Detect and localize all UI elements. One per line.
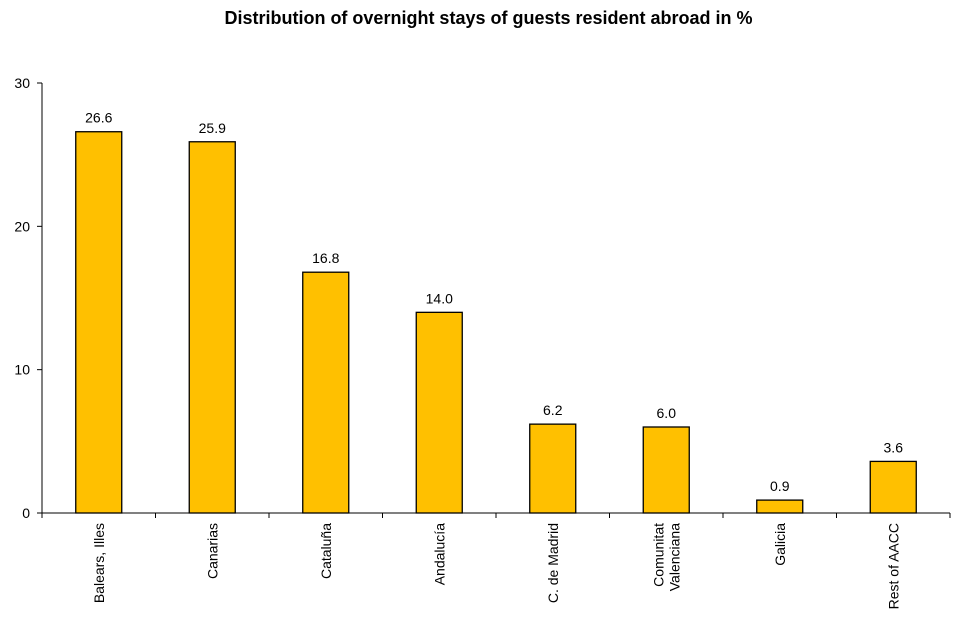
- bar: [529, 423, 577, 514]
- bars: [75, 131, 917, 514]
- category-label: Comunitat Valenciana: [650, 523, 682, 591]
- y-tick-label: 0: [22, 505, 30, 521]
- category-label: Andalucía: [431, 523, 447, 585]
- category-label-line: Andalucía: [431, 523, 447, 585]
- category-labels: Balears, Illes Canarias Cataluña Andalucía C…: [91, 523, 902, 610]
- bar: [302, 271, 350, 514]
- bar: [642, 426, 690, 514]
- data-label: 0.9: [770, 478, 790, 494]
- value-labels: 26.6 25.9 16.8 14.0 6.2 6.0 0.9 3.6: [85, 110, 903, 494]
- category-label: C. de Madrid: [545, 523, 561, 603]
- data-label: 26.6: [85, 110, 112, 126]
- category-label-line: Cataluña: [318, 523, 334, 579]
- category-label-line: Canarias: [204, 523, 220, 579]
- category-label: Rest of AACC: [885, 523, 901, 609]
- category-label-line: Balears, Illes: [91, 523, 107, 603]
- y-tick-label: 30: [14, 75, 30, 91]
- data-label: 3.6: [884, 439, 904, 455]
- bar: [415, 311, 463, 514]
- bar: [869, 460, 917, 514]
- data-label: 6.0: [657, 405, 677, 421]
- category-label-line: Comunitat: [650, 523, 666, 587]
- bar: [188, 141, 236, 514]
- category-label: Cataluña: [318, 523, 334, 579]
- category-label-line: Valenciana: [666, 523, 682, 591]
- data-label: 14.0: [426, 290, 453, 306]
- category-label-line: Rest of AACC: [885, 523, 901, 609]
- category-label-line: Galicia: [772, 523, 788, 566]
- y-tick-label: 20: [14, 218, 30, 234]
- bar: [756, 499, 804, 514]
- chart-title: Distribution of overnight stays of guest…: [224, 8, 753, 28]
- axes: 0 10 20 30: [14, 75, 951, 521]
- category-label: Canarias: [204, 523, 220, 579]
- y-tick-label: 10: [14, 362, 30, 378]
- data-label: 6.2: [543, 402, 563, 418]
- category-label: Balears, Illes: [91, 523, 107, 603]
- category-label: Galicia: [772, 523, 788, 566]
- data-label: 25.9: [199, 120, 226, 136]
- data-label: 16.8: [312, 250, 339, 266]
- category-label-line: C. de Madrid: [545, 523, 561, 603]
- bar: [75, 131, 123, 514]
